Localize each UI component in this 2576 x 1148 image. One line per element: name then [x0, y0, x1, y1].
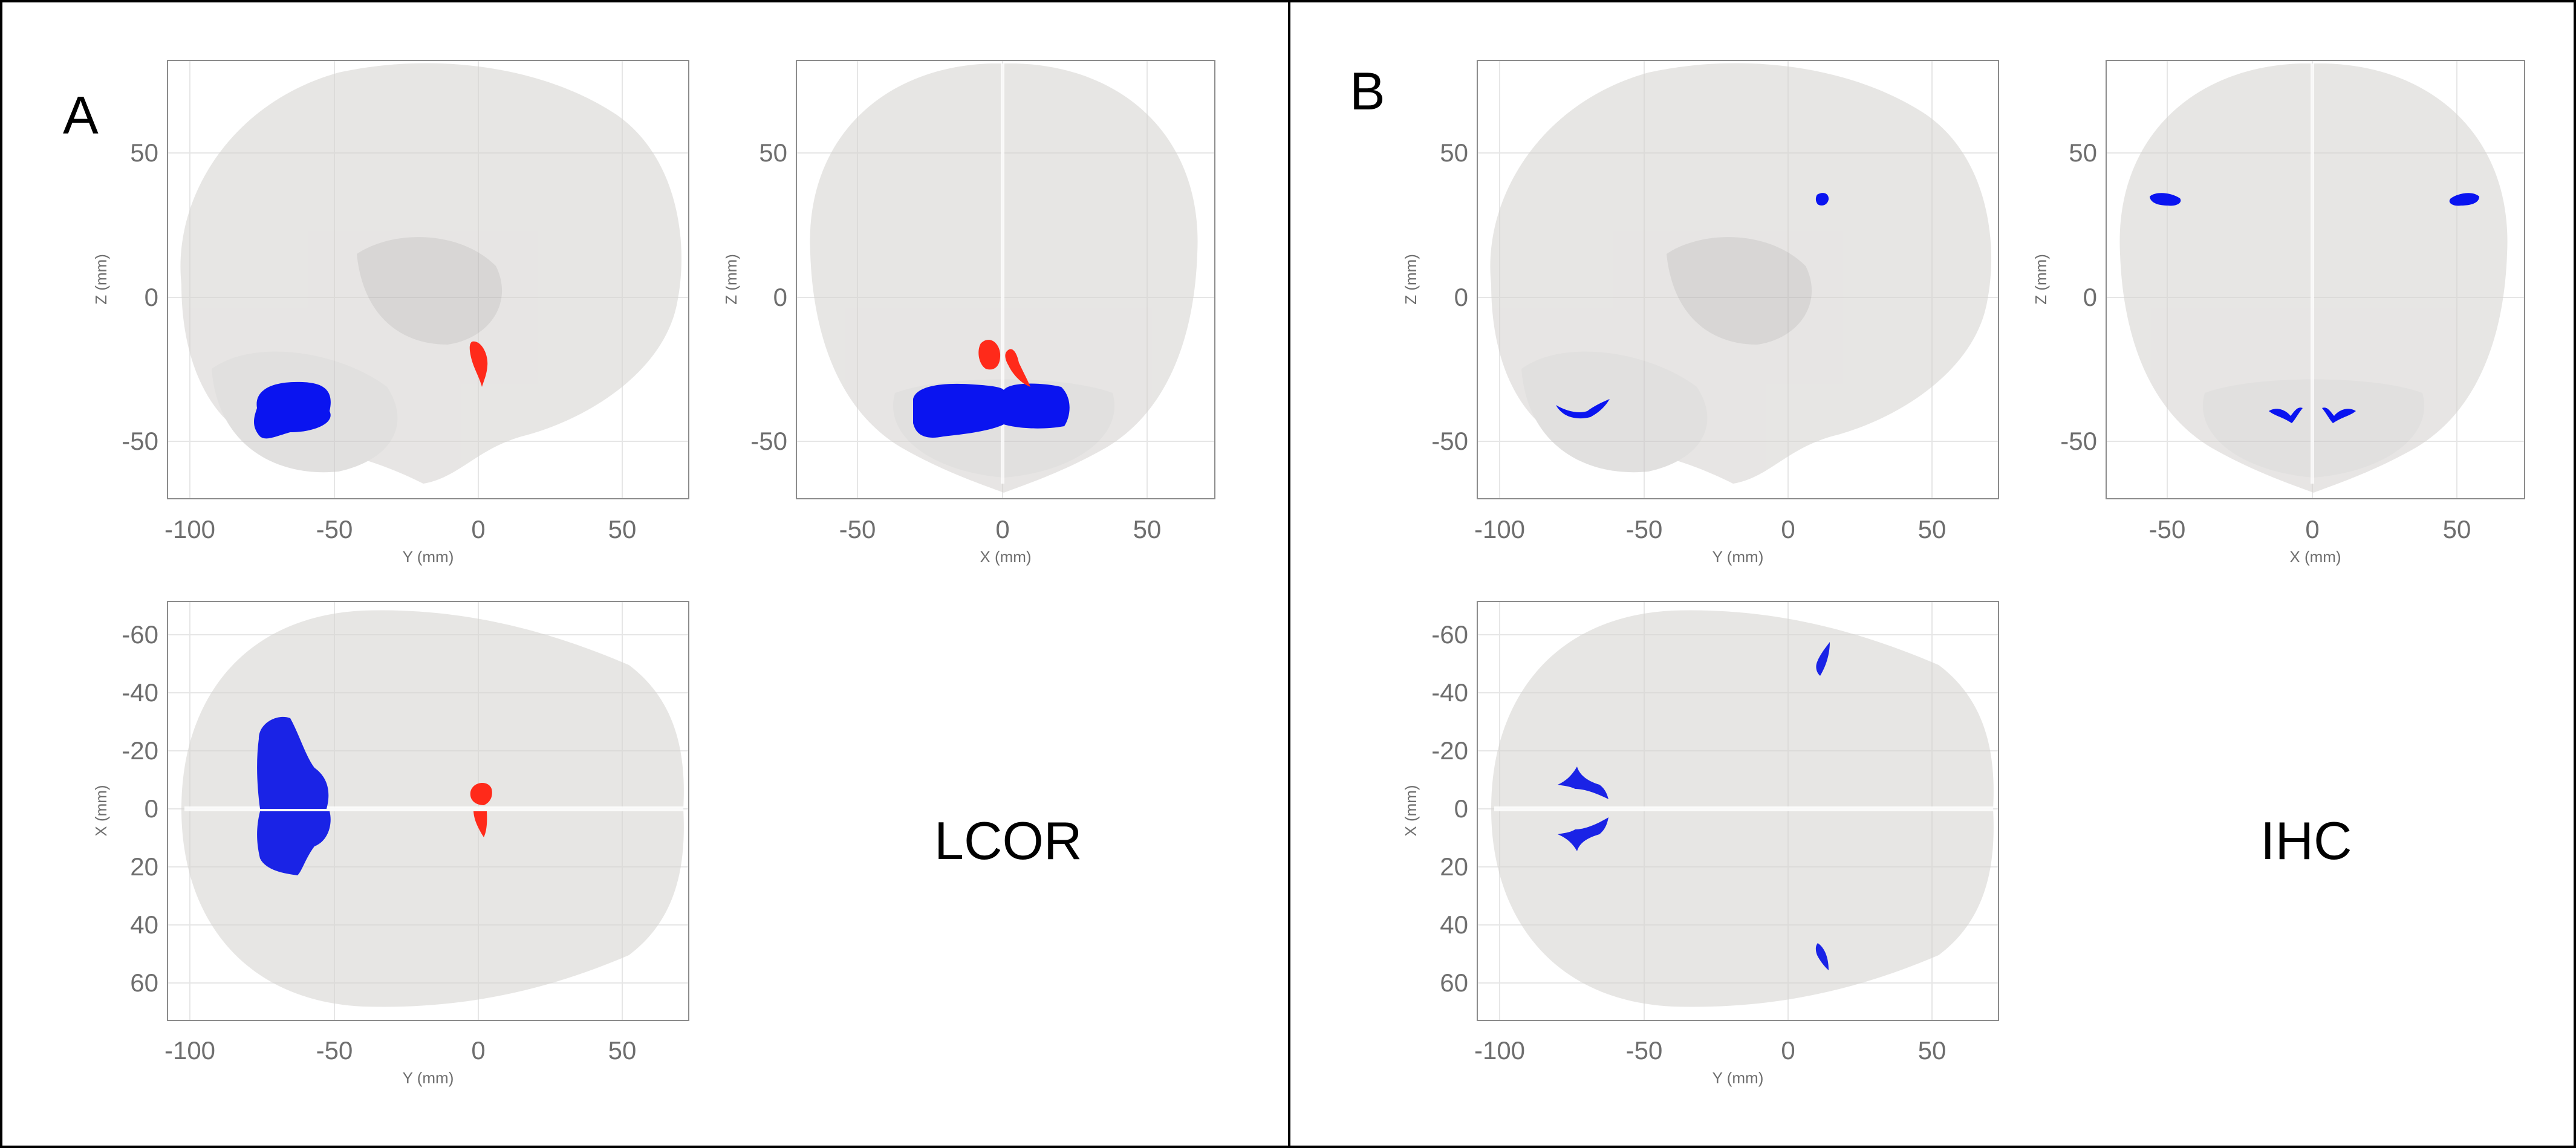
svg-text:50: 50 — [1440, 138, 1468, 167]
svg-text:-20: -20 — [122, 736, 158, 765]
panel-a-axial-view: -60 -40 -20 0 20 40 60 -100 -50 0 50 Y (… — [92, 601, 689, 1087]
svg-text:0: 0 — [773, 283, 787, 311]
y-ticks: 50 0 -50 — [750, 138, 787, 455]
x-ticks: -50 0 50 — [2149, 515, 2471, 543]
svg-text:-50: -50 — [1431, 427, 1468, 455]
brain-surface-sagittal — [1490, 63, 1991, 484]
svg-text:0: 0 — [995, 515, 1009, 543]
panel-b-axial-view: -60 -40 -20 0 20 40 60 -100 -50 0 50 Y (… — [1402, 601, 1999, 1087]
positive-cluster-axial — [470, 782, 492, 837]
svg-text:40: 40 — [130, 910, 158, 939]
panel-b — [1288, 0, 2576, 1148]
x-ticks: -100 -50 0 50 — [164, 1036, 636, 1065]
x-axis-label: Y (mm) — [403, 1069, 454, 1087]
panel-a-letter: A — [63, 85, 99, 145]
positive-cluster-sagittal — [469, 341, 488, 387]
x-ticks: -100 -50 0 50 — [1474, 1036, 1946, 1065]
y-ticks: 50 0 -50 — [2060, 138, 2097, 455]
y-axis-label: Z (mm) — [2032, 254, 2050, 305]
svg-text:-40: -40 — [1431, 678, 1468, 707]
y-axis-label: X (mm) — [92, 785, 110, 836]
panel-b-condition-label: IHC — [2260, 811, 2352, 871]
svg-text:-50: -50 — [316, 515, 353, 543]
svg-text:0: 0 — [2305, 515, 2319, 543]
panel-b-letter: B — [1350, 61, 1385, 121]
y-axis-label: Z (mm) — [1402, 254, 1420, 305]
y-ticks: 50 0 -50 — [1431, 138, 1468, 455]
svg-text:-50: -50 — [750, 427, 787, 455]
svg-text:-50: -50 — [122, 427, 158, 455]
svg-text:40: 40 — [1440, 910, 1468, 939]
y-axis-label: Z (mm) — [726, 254, 740, 305]
x-axis-label: X (mm) — [2289, 548, 2341, 566]
panel-b-coronal-view: 50 0 -50 -50 0 50 X (mm) Z (mm) — [2032, 60, 2525, 566]
svg-text:-40: -40 — [122, 678, 158, 707]
svg-text:0: 0 — [2083, 283, 2097, 311]
panel-a-coronal-view: 50 0 -50 -50 0 50 X (mm) Z (mm) — [726, 60, 1215, 566]
svg-text:-20: -20 — [1431, 736, 1468, 765]
x-axis-label: Y (mm) — [1712, 1069, 1764, 1087]
svg-text:60: 60 — [130, 968, 158, 997]
svg-text:-50: -50 — [316, 1036, 353, 1065]
svg-text:-50: -50 — [2149, 515, 2186, 543]
svg-text:0: 0 — [1454, 283, 1468, 311]
svg-text:50: 50 — [608, 1036, 637, 1065]
svg-text:20: 20 — [1440, 852, 1468, 881]
svg-text:50: 50 — [1133, 515, 1162, 543]
y-axis-label: X (mm) — [1402, 785, 1420, 836]
svg-text:-100: -100 — [1474, 1036, 1525, 1065]
x-ticks: -100 -50 0 50 — [164, 515, 636, 543]
x-ticks: -50 0 50 — [839, 515, 1162, 543]
svg-text:50: 50 — [1918, 1036, 1947, 1065]
svg-text:50: 50 — [2069, 138, 2097, 167]
x-ticks: -100 -50 0 50 — [1474, 515, 1946, 543]
svg-text:50: 50 — [759, 138, 787, 167]
svg-text:0: 0 — [1781, 1036, 1795, 1065]
svg-text:50: 50 — [1918, 515, 1947, 543]
positive-cluster-coronal — [978, 340, 1030, 387]
svg-text:-60: -60 — [122, 620, 158, 649]
svg-text:-50: -50 — [1626, 1036, 1663, 1065]
svg-text:0: 0 — [145, 283, 158, 311]
svg-text:50: 50 — [130, 138, 158, 167]
svg-text:60: 60 — [1440, 968, 1468, 997]
svg-text:0: 0 — [145, 794, 158, 823]
panel-b-sagittal-view: 50 0 -50 -100 -50 0 50 Y (mm) Z (mm) — [1402, 60, 1999, 566]
x-axis-label: Y (mm) — [1712, 548, 1764, 566]
panel-a-sagittal-view: 50 0 -50 -100 -50 0 50 Y (mm) Z (mm) — [92, 60, 689, 566]
y-ticks: -60 -40 -20 0 20 40 60 — [1431, 620, 1468, 997]
svg-text:-50: -50 — [839, 515, 876, 543]
svg-text:-50: -50 — [2060, 427, 2097, 455]
svg-text:50: 50 — [608, 515, 637, 543]
y-ticks: 50 0 -50 — [122, 138, 158, 455]
svg-text:-60: -60 — [1431, 620, 1468, 649]
negative-cluster-sagittal — [254, 381, 331, 439]
y-axis-label: Z (mm) — [92, 254, 110, 305]
svg-text:0: 0 — [1454, 794, 1468, 823]
negative-cluster-coronal — [913, 383, 1070, 438]
svg-text:-100: -100 — [164, 515, 215, 543]
svg-text:-50: -50 — [1626, 515, 1663, 543]
negative-cluster-axial — [257, 716, 331, 875]
svg-text:0: 0 — [471, 1036, 485, 1065]
svg-text:0: 0 — [471, 515, 485, 543]
svg-text:-100: -100 — [1474, 515, 1525, 543]
svg-text:50: 50 — [2443, 515, 2471, 543]
svg-text:-100: -100 — [164, 1036, 215, 1065]
x-axis-label: X (mm) — [980, 548, 1031, 566]
panel-a-condition-label: LCOR — [934, 811, 1082, 871]
svg-text:0: 0 — [1781, 515, 1795, 543]
x-axis-label: Y (mm) — [403, 548, 454, 566]
svg-text:20: 20 — [130, 852, 158, 881]
y-ticks: -60 -40 -20 0 20 40 60 — [122, 620, 158, 997]
